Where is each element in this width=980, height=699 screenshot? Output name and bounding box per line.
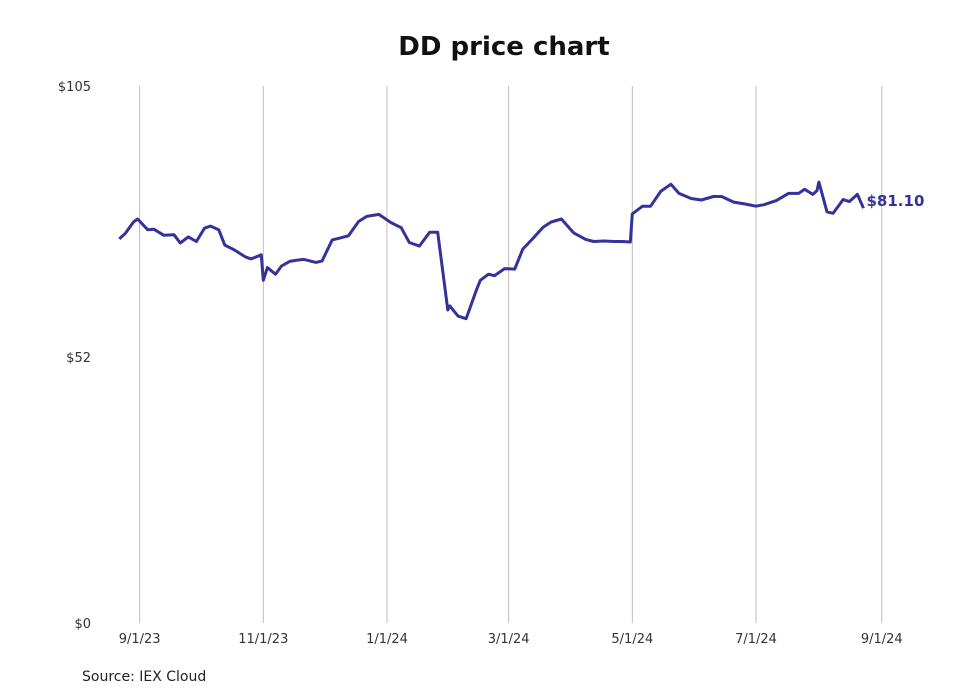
x-tick-label: 9/1/24 [861, 632, 903, 647]
x-tick-label: 9/1/23 [119, 632, 161, 647]
x-tick-label: 3/1/24 [488, 632, 530, 647]
y-tick-label: $105 [58, 80, 91, 95]
x-tick-label: 1/1/24 [366, 632, 408, 647]
y-tick-label: $52 [66, 351, 91, 366]
x-tick-label: 5/1/24 [611, 632, 653, 647]
vertical-gridlines [139, 86, 883, 623]
y-tick-label: $0 [74, 617, 91, 632]
source-note: Source: IEX Cloud [82, 669, 207, 685]
last-price-label: $81.10 [867, 192, 925, 210]
price-chart: $105 $52 $0 9/1/23 11/1/23 1/1/24 3/1/24 5/1/2… [58, 80, 925, 647]
chart-title: DD price chart [398, 32, 610, 62]
y-axis-ticks: $105 $52 $0 [58, 80, 91, 632]
price-line [118, 180, 865, 321]
x-tick-label: 11/1/23 [238, 632, 288, 647]
x-axis-ticks: 9/1/23 11/1/23 1/1/24 3/1/24 5/1/24 7/1/24 9/1… [119, 632, 903, 647]
x-tick-label: 7/1/24 [735, 632, 777, 647]
